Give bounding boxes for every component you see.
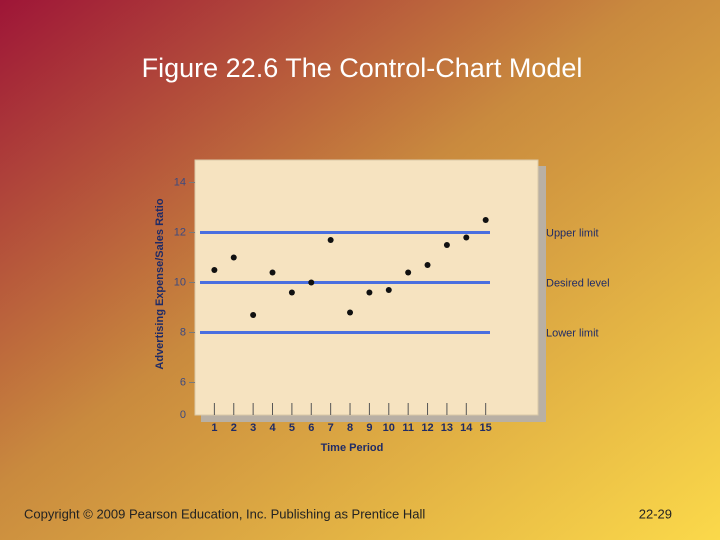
x-tick-label: 15 — [480, 422, 492, 434]
x-tick-label: 13 — [441, 422, 453, 434]
y-tick-label: 12 — [174, 226, 186, 238]
y-tick-label: 10 — [174, 276, 186, 288]
data-point — [250, 312, 257, 318]
data-point — [424, 262, 431, 268]
x-tick-label: 9 — [366, 422, 372, 434]
data-point — [269, 269, 276, 276]
x-tick-label: 5 — [289, 422, 295, 434]
data-point — [385, 287, 392, 293]
y-axis-label: Advertising Expense/Sales Ratio — [154, 198, 166, 369]
data-point — [308, 279, 315, 286]
y-tick-label: 8 — [180, 326, 186, 338]
x-tick-label: 1 — [211, 422, 217, 434]
x-tick-label: 6 — [308, 422, 314, 434]
data-point — [327, 237, 334, 243]
x-tick-label: 7 — [328, 422, 334, 434]
axis-break-label: 0 — [180, 409, 186, 421]
data-point — [288, 289, 295, 296]
data-point — [347, 309, 354, 316]
y-tick-label: 14 — [174, 176, 186, 188]
slide-title: Figure 22.6 The Control-Chart Model — [142, 53, 583, 83]
data-point — [482, 217, 489, 223]
reference-label: Lower limit — [546, 327, 599, 339]
x-tick-label: 10 — [383, 422, 395, 434]
x-tick-label: 8 — [347, 422, 353, 434]
x-tick-label: 2 — [231, 422, 237, 434]
reference-label: Desired level — [546, 277, 610, 289]
data-point — [463, 234, 470, 241]
data-point — [405, 269, 412, 276]
x-axis-label: Time Period — [321, 442, 384, 454]
x-tick-label: 11 — [402, 422, 414, 434]
x-tick-label: 14 — [460, 422, 473, 434]
data-point — [211, 267, 218, 273]
x-tick-label: 12 — [421, 422, 433, 434]
plot-panel — [194, 159, 539, 416]
data-point — [366, 289, 373, 296]
reference-label: Upper limit — [546, 227, 599, 239]
copyright: Copyright © 2009 Pearson Education, Inc.… — [24, 506, 425, 521]
data-point — [443, 242, 450, 248]
x-tick-label: 4 — [269, 422, 276, 434]
x-tick-label: 3 — [250, 422, 256, 434]
page-number: 22-29 — [639, 506, 672, 521]
y-tick-label: 6 — [180, 376, 186, 388]
data-point — [230, 254, 237, 261]
